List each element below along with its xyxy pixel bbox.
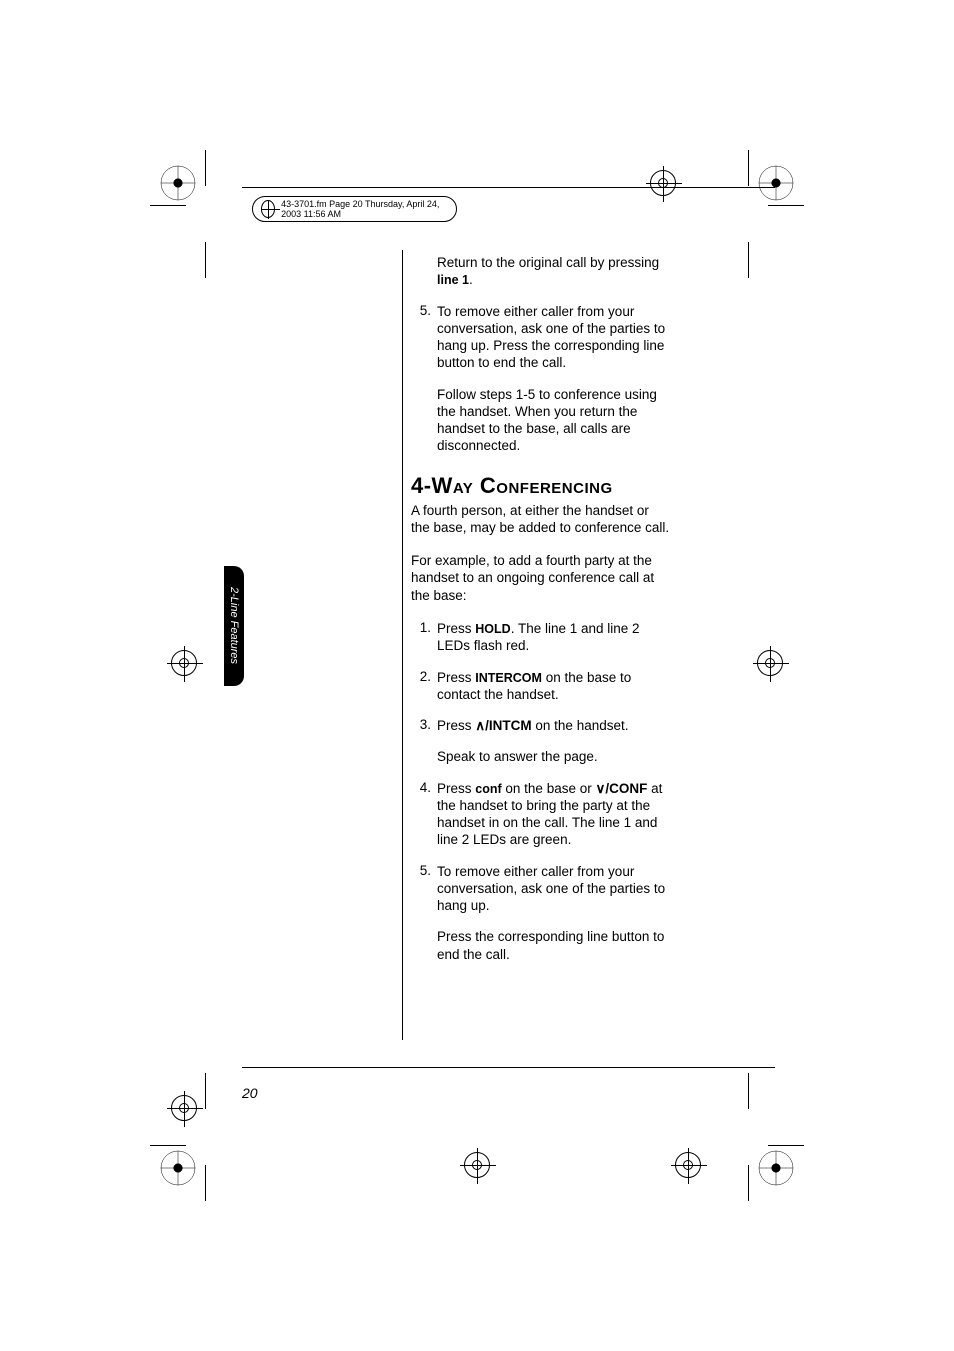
crop-mark	[150, 1145, 186, 1146]
follow-paragraph: Follow steps 1-5 to conference using the…	[437, 386, 671, 455]
list-item: 3. Press ∧/INTCM on the handset.	[411, 717, 671, 734]
crop-mark	[150, 205, 186, 206]
crop-mark	[205, 150, 206, 186]
crop-mark	[748, 1165, 749, 1201]
registration-mark-icon	[171, 1095, 197, 1121]
column-divider	[402, 250, 403, 1040]
color-target-icon	[160, 1150, 196, 1186]
crop-mark	[205, 242, 206, 278]
list-item: 4. Press conf on the base or ∨/CONF at t…	[411, 780, 671, 849]
up-arrow-icon: ∧	[475, 718, 485, 733]
color-target-icon	[758, 1150, 794, 1186]
follow-paragraph: Press the corresponding line button to e…	[437, 928, 671, 963]
color-target-icon	[160, 165, 196, 201]
crop-mark	[205, 1165, 206, 1201]
list-item: 1. Press HOLD. The line 1 and line 2 LED…	[411, 620, 671, 655]
footer-rule	[242, 1067, 775, 1068]
list-text: To remove either caller from your conver…	[437, 303, 671, 372]
list-number: 5.	[411, 303, 437, 372]
down-arrow-icon: ∨	[595, 781, 605, 796]
section-heading: 4-Way Conferencing	[411, 473, 671, 499]
section-tab-label: 2-Line Features	[228, 587, 240, 664]
list-item: 2. Press INTERCOM on the base to contact…	[411, 669, 671, 704]
list-text: Press HOLD. The line 1 and line 2 LEDs f…	[437, 620, 671, 655]
list-number: 4.	[411, 780, 437, 849]
list-text: Press conf on the base or ∨/CONF at the …	[437, 780, 671, 849]
list-number: 1.	[411, 620, 437, 655]
list-number: 5.	[411, 863, 437, 915]
intro-paragraph: A fourth person, at either the handset o…	[411, 502, 671, 537]
page-number: 20	[242, 1085, 258, 1101]
list-number: 3.	[411, 717, 437, 734]
crop-mark	[748, 150, 749, 186]
list-number: 2.	[411, 669, 437, 704]
intro-paragraph: For example, to add a fourth party at th…	[411, 552, 671, 604]
return-paragraph: Return to the original call by pressing …	[437, 254, 671, 289]
list-text: To remove either caller from your conver…	[437, 863, 671, 915]
crop-mark	[205, 1073, 206, 1109]
list-item: 5. To remove either caller from your con…	[411, 303, 671, 372]
registration-mark-icon	[464, 1152, 490, 1178]
list-text: Press ∧/INTCM on the handset.	[437, 717, 671, 734]
section-tab: 2-Line Features	[224, 566, 244, 686]
list-text: Press INTERCOM on the base to contact th…	[437, 669, 671, 704]
main-content: Return to the original call by pressing …	[411, 250, 671, 977]
list-item: 5. To remove either caller from your con…	[411, 863, 671, 915]
follow-paragraph: Speak to answer the page.	[437, 748, 671, 765]
registration-mark-icon	[675, 1152, 701, 1178]
crop-mark	[768, 1145, 804, 1146]
registration-mark-icon	[171, 650, 197, 676]
